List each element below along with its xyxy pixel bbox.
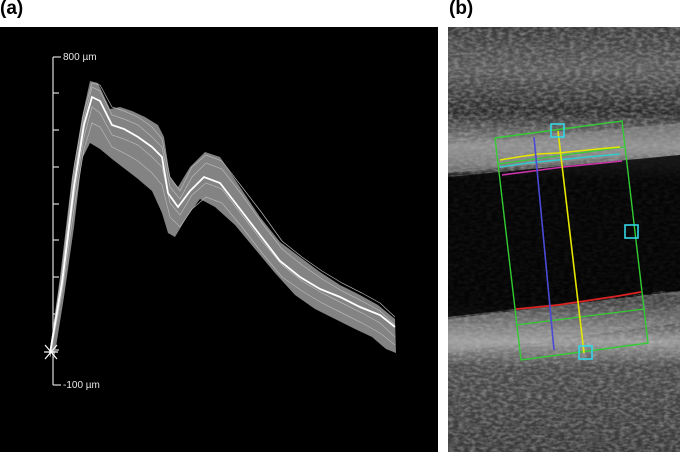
blue-measure-line [533,136,555,351]
ultrasound-panel [448,27,680,452]
scale-bottom-label: -100 µm [63,380,100,391]
roi-bottom-handle[interactable] [578,345,593,360]
mean-trace [49,95,396,354]
near-wall-cyan-line [499,153,621,168]
vessel-lumen [448,155,680,317]
panel-b-label: (b) [449,0,474,19]
yellow-measure-line [557,130,585,354]
near-wall-yellow-line [499,146,621,161]
waveform-panel: 800 µm -100 µm [0,27,438,452]
start-marker [44,344,58,360]
roi-top-handle[interactable] [550,123,565,138]
individual-traces [49,82,396,358]
roi-right-handle[interactable] [624,224,639,239]
near-wall [448,123,680,173]
waveform-plot: 800 µm -100 µm [44,52,396,391]
trace-band [50,81,396,359]
far-wall [448,291,680,353]
scale-top-label: 800 µm [63,52,97,63]
panel-a-label: (a) [0,0,24,19]
ultrasound-image [448,27,680,452]
roi-box [494,120,649,361]
